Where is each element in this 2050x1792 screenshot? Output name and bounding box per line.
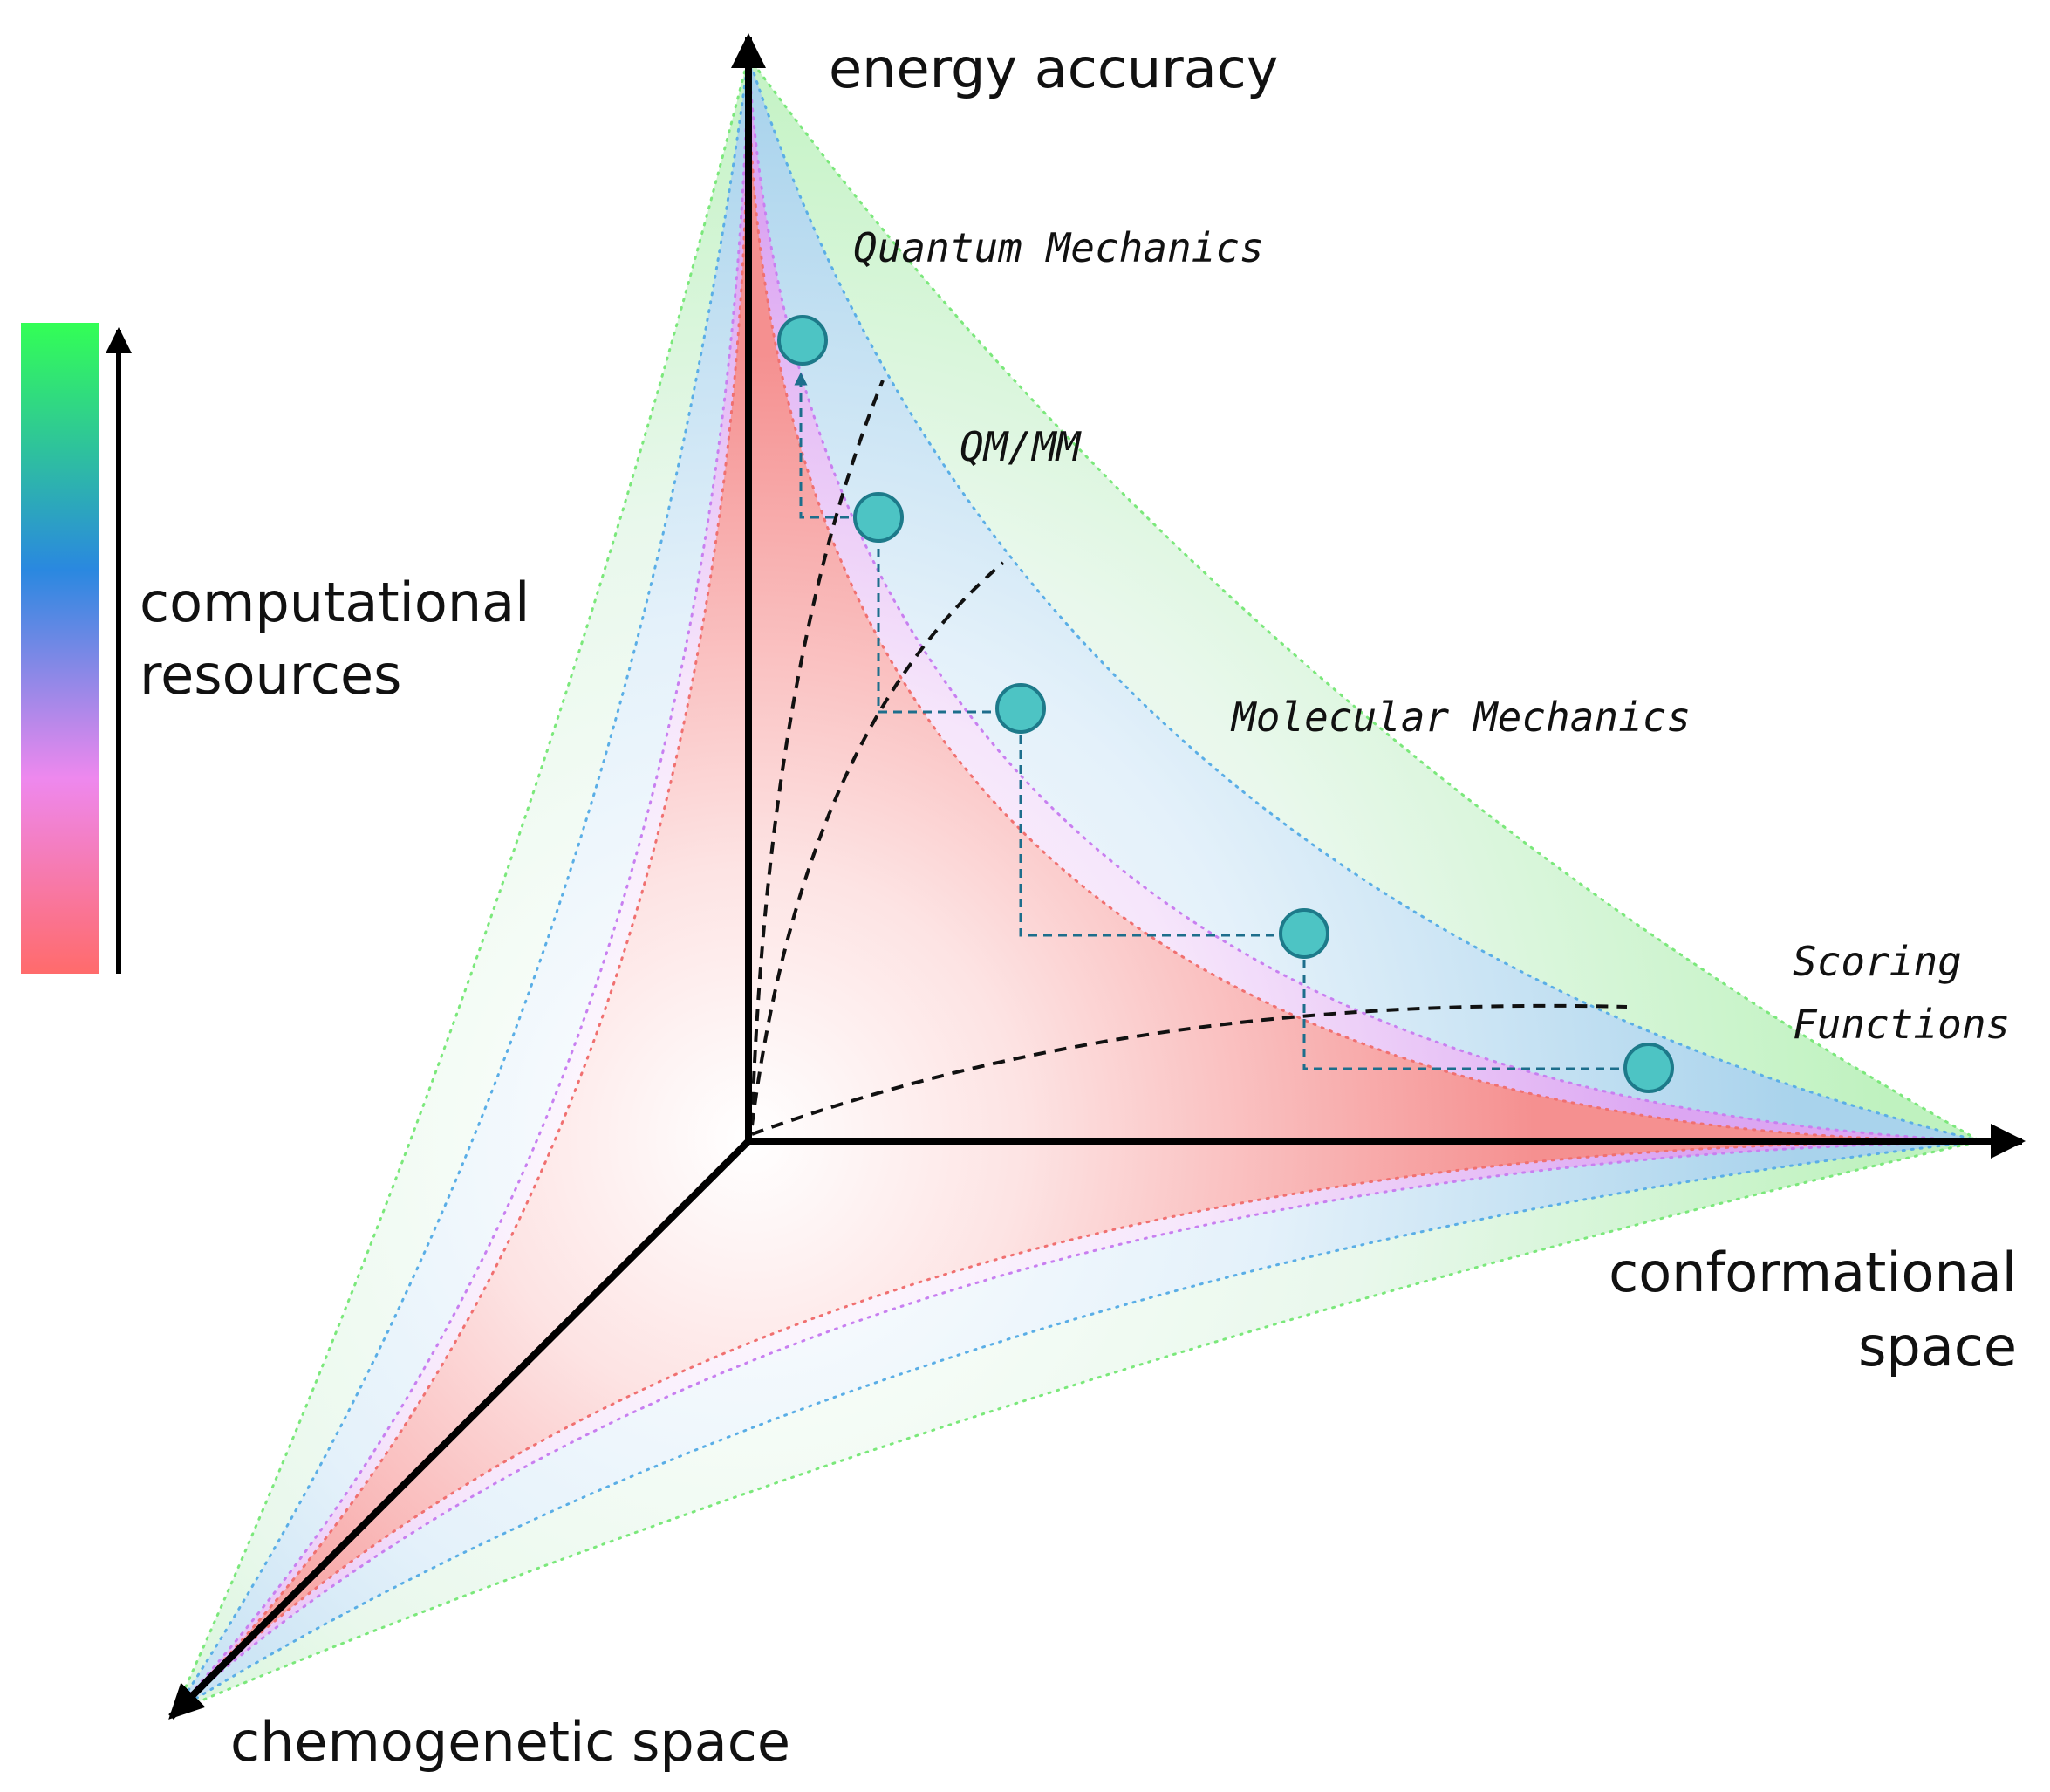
legend-label-line2: resources xyxy=(140,643,401,707)
marker-molecular-mechanics-lower xyxy=(1279,908,1329,959)
legend-label-line1: computational xyxy=(140,571,530,634)
marker-molecular-mechanics-upper xyxy=(995,683,1046,734)
boundary-qmmm-mm xyxy=(750,561,1005,1126)
conformational-axis-label-line2: space xyxy=(1858,1315,2017,1378)
label-qmmm: QM/MM xyxy=(960,423,1083,470)
conformational-axis-label-line1: conformational xyxy=(1609,1241,2017,1304)
path-qm-final xyxy=(794,372,878,519)
marker-qmmm xyxy=(853,492,904,543)
computational-resources-legend: computational resources xyxy=(21,323,530,974)
energy-axis-label: energy accuracy xyxy=(829,37,1278,100)
path-qmmm-to-qm xyxy=(877,517,1021,714)
axes xyxy=(168,33,2026,1720)
method-boundaries xyxy=(750,380,1628,1136)
path-mm-to-qmmm xyxy=(1019,712,1304,937)
method-markers xyxy=(777,315,1674,1093)
label-scoring-functions-line1: Scoring xyxy=(1793,938,1962,985)
label-molecular-mechanics: Molecular Mechanics xyxy=(1230,694,1691,741)
surface-red xyxy=(173,56,1981,1713)
label-quantum-mechanics: Quantum Mechanics xyxy=(853,224,1264,271)
method-path xyxy=(794,372,1649,1070)
chemogenetic-axis xyxy=(168,1139,751,1720)
boundary-mm-sf xyxy=(751,1003,1628,1136)
chemogenetic-axis-label: chemogenetic space xyxy=(230,1710,790,1774)
boundary-qm-qmmm xyxy=(750,380,885,1126)
marker-scoring-functions xyxy=(1623,1043,1674,1093)
legend-color-bar xyxy=(21,323,99,974)
marker-quantum-mechanics xyxy=(777,315,828,366)
path-sf-to-mm xyxy=(1302,935,1649,1070)
resource-surfaces xyxy=(172,53,1985,1714)
label-scoring-functions-line2: Functions xyxy=(1793,1001,2010,1048)
